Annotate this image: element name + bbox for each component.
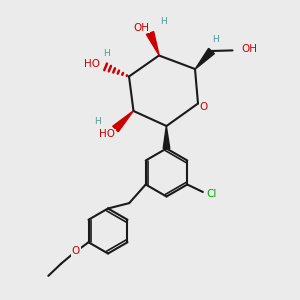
Polygon shape bbox=[146, 32, 159, 56]
Text: HO: HO bbox=[99, 129, 115, 140]
Polygon shape bbox=[163, 126, 170, 148]
Text: H: H bbox=[94, 117, 101, 126]
Text: HO: HO bbox=[84, 58, 100, 69]
Text: OH: OH bbox=[134, 22, 150, 33]
Text: O: O bbox=[199, 102, 208, 112]
Text: H: H bbox=[212, 35, 218, 44]
Text: H: H bbox=[160, 16, 167, 26]
Text: Cl: Cl bbox=[206, 189, 217, 200]
Polygon shape bbox=[113, 111, 134, 132]
Text: O: O bbox=[72, 246, 80, 256]
Text: OH: OH bbox=[242, 44, 257, 54]
Text: H: H bbox=[103, 49, 110, 58]
Polygon shape bbox=[195, 48, 214, 69]
